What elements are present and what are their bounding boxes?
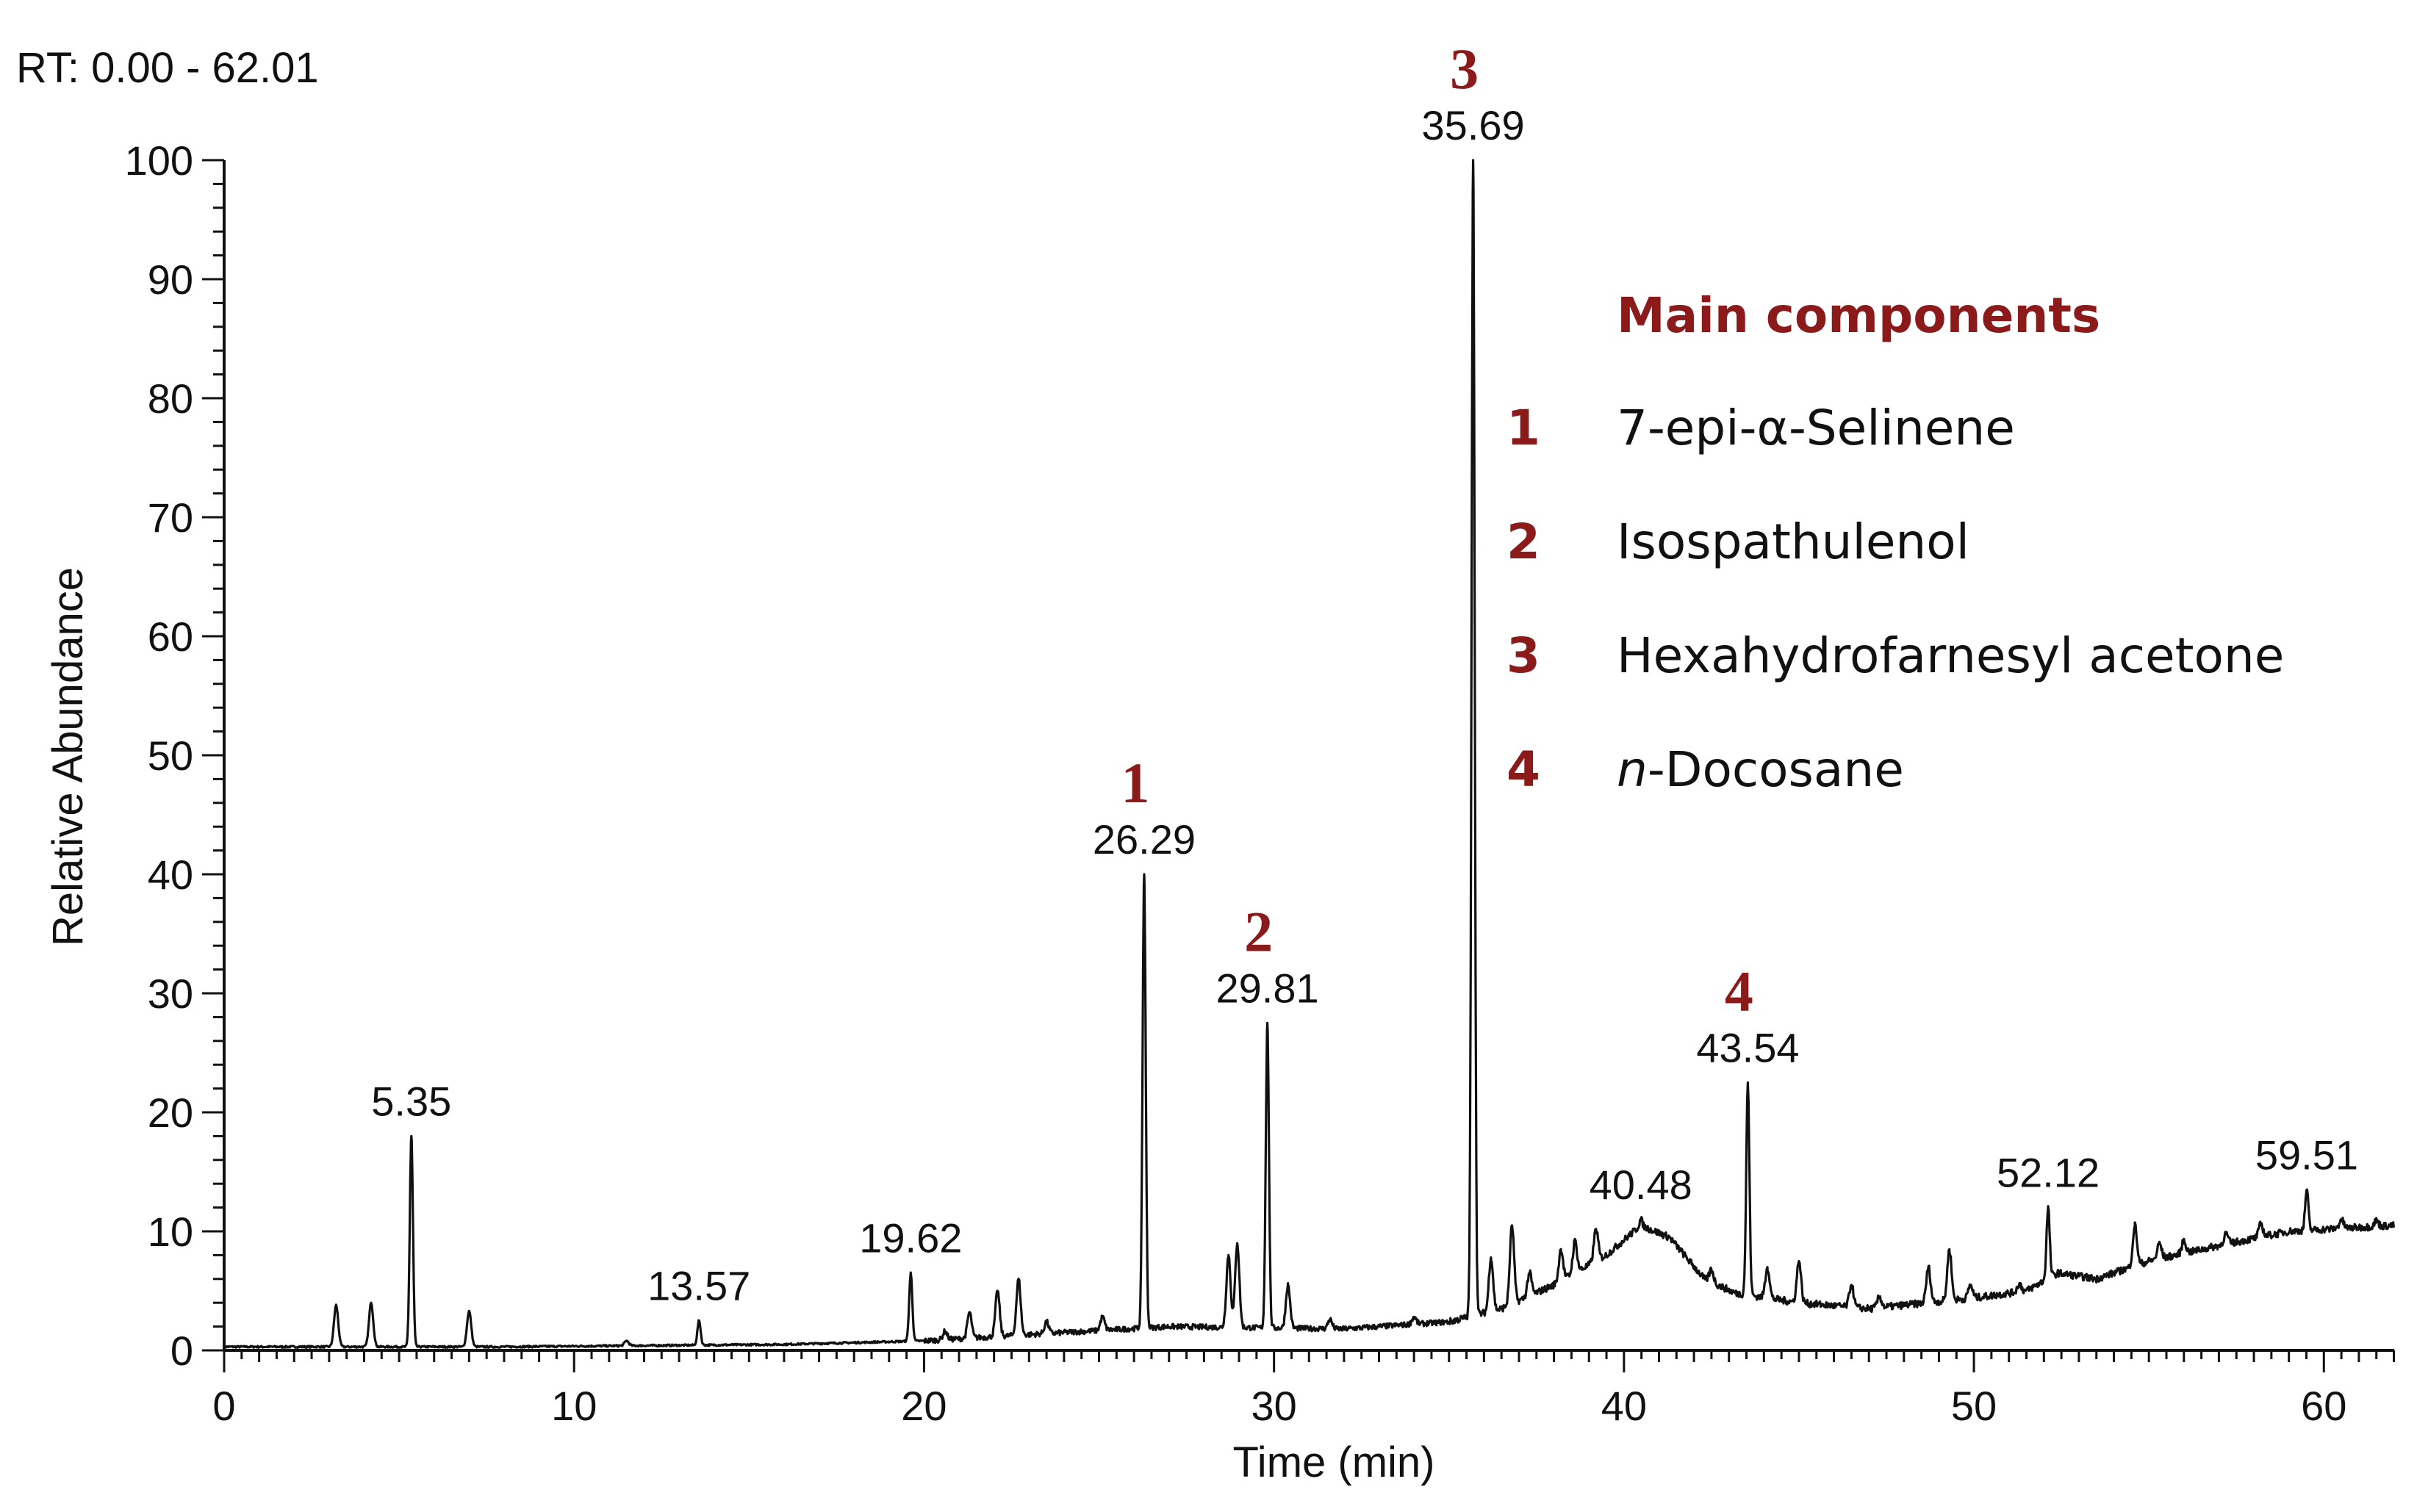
y-tick-label: 20 bbox=[148, 1090, 193, 1136]
legend-item-2-name: Isospathulenol bbox=[1617, 514, 1969, 570]
peak-rt-label: 29.81 bbox=[1216, 965, 1319, 1012]
peak-rt-label: 52.12 bbox=[1997, 1150, 2100, 1196]
y-axis-title: Relative Abundance bbox=[44, 567, 92, 946]
legend-item-1-number: 1 bbox=[1506, 400, 1540, 456]
peak-rt-label: 13.57 bbox=[647, 1263, 750, 1309]
peak-rt-label: 26.29 bbox=[1093, 816, 1196, 863]
peak-rt-label: 40.48 bbox=[1590, 1162, 1692, 1208]
peak-rt-label: 19.62 bbox=[859, 1215, 962, 1261]
legend-item-4-name: n-Docosane bbox=[1617, 741, 1904, 798]
y-tick-label: 10 bbox=[148, 1209, 193, 1255]
y-tick-label: 0 bbox=[170, 1328, 193, 1374]
chromatogram-trace bbox=[223, 159, 2396, 1349]
x-tick-label: 60 bbox=[2301, 1383, 2346, 1429]
legend-item-2-number: 2 bbox=[1506, 514, 1540, 570]
legend-item-3-name: Hexahydrofarnesyl acetone bbox=[1617, 627, 2284, 684]
legend-item-4-suffix: -Docosane bbox=[1648, 741, 1904, 798]
peak-component-number: 1 bbox=[1121, 751, 1149, 815]
y-tick-label: 100 bbox=[125, 137, 193, 184]
rt-range-label: RT: 0.00 - 62.01 bbox=[16, 44, 319, 92]
trace-line bbox=[223, 159, 2396, 1349]
y-tick-label: 30 bbox=[148, 971, 193, 1017]
x-tick-label: 50 bbox=[1951, 1383, 1997, 1429]
y-tick-label: 90 bbox=[148, 256, 193, 303]
x-tick-label: 30 bbox=[1251, 1383, 1296, 1429]
legend-item-1-name: 7-epi-α-Selinene bbox=[1617, 400, 2015, 456]
y-tick-label: 50 bbox=[148, 732, 193, 779]
peak-rt-label: 43.54 bbox=[1696, 1025, 1799, 1071]
x-tick-label: 20 bbox=[901, 1383, 947, 1429]
peak-rt-label: 5.35 bbox=[371, 1078, 451, 1124]
legend-item-4-number: 4 bbox=[1506, 741, 1540, 798]
x-tick-label: 40 bbox=[1601, 1383, 1647, 1429]
legend-title: Main components bbox=[1617, 287, 2100, 344]
legend: Main components 1 7-epi-α-Selinene 2 Iso… bbox=[1506, 287, 2284, 798]
legend-item-4-prefix: n bbox=[1617, 741, 1648, 798]
peak-component-number: 4 bbox=[1725, 960, 1753, 1023]
peak-rt-label: 59.51 bbox=[2255, 1131, 2358, 1178]
y-tick-label: 40 bbox=[148, 852, 193, 898]
legend-item-3-number: 3 bbox=[1506, 627, 1540, 684]
x-axis-title: Time (min) bbox=[1233, 1439, 1435, 1486]
peak-component-number: 2 bbox=[1244, 900, 1273, 964]
x-tick-label: 0 bbox=[212, 1383, 235, 1429]
peak-rt-label: 35.69 bbox=[1422, 102, 1525, 148]
chart-axes: 0 10 20 30 40 50 60 0 10 20 30 40 50 60 70 80 90 100 bbox=[125, 137, 2396, 1429]
peak-labels: 5.3513.5719.6226.29129.81235.69340.4843.… bbox=[371, 37, 2358, 1309]
y-tick-label: 70 bbox=[148, 494, 193, 541]
y-tick-label: 60 bbox=[148, 613, 193, 660]
x-tick-label: 10 bbox=[551, 1383, 597, 1429]
peak-component-number: 3 bbox=[1450, 37, 1479, 101]
y-tick-label: 80 bbox=[148, 375, 193, 422]
